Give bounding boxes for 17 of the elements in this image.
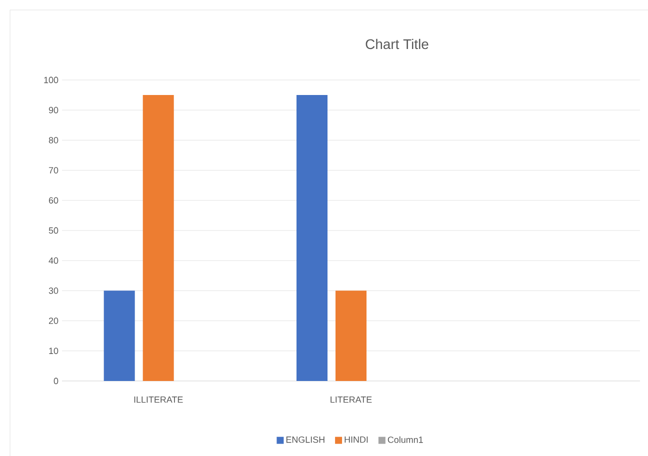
x-tick-label: LITERATE: [330, 396, 372, 403]
y-tick-label: 90: [48, 106, 58, 114]
y-tick-label: 30: [48, 288, 58, 294]
legend-label: HINDI: [344, 436, 368, 443]
y-tick-label: 70: [48, 167, 58, 174]
chart-title: Chart Title: [366, 38, 428, 50]
y-tick-label: 60: [48, 197, 58, 204]
y-tick-label: 10: [49, 348, 58, 354]
y-tick-label: 100: [44, 76, 58, 84]
y-tick-label: 20: [48, 318, 58, 324]
legend-label: Column1: [388, 436, 423, 443]
legend-label: ENGLISH: [286, 436, 324, 443]
y-tick-label: 80: [48, 137, 58, 144]
y-tick-label: 50: [48, 227, 58, 234]
y-tick-label: 0: [54, 378, 58, 384]
y-tick-label: 40: [48, 257, 58, 264]
x-tick-label: ILLITERATE: [134, 396, 183, 403]
